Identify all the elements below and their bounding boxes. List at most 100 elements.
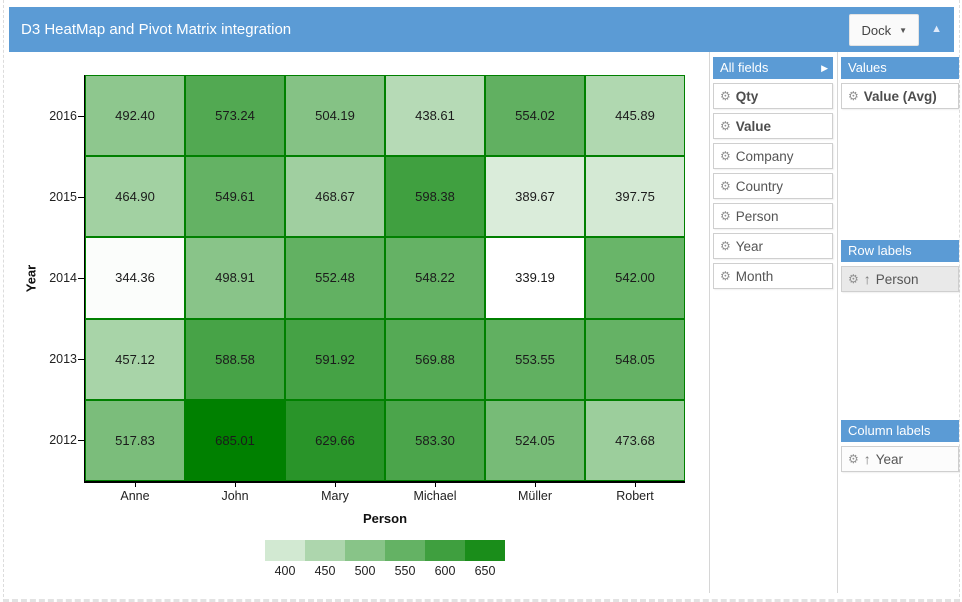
heatmap-cell[interactable]: 517.83: [85, 399, 185, 481]
field-item-label: Qty: [735, 88, 759, 104]
field-item[interactable]: ⚙ Person: [713, 203, 833, 229]
heatmap-cell[interactable]: 548.05: [585, 318, 685, 400]
pivot-config-panel: Values ⚙ Value (Avg) Row labels ⚙ ↑ Person …: [841, 57, 959, 593]
x-tick: [335, 481, 336, 487]
heatmap-cell[interactable]: 339.19: [485, 237, 585, 319]
gear-icon[interactable]: ⚙: [848, 272, 859, 286]
page-title: D3 HeatMap and Pivot Matrix integration: [21, 21, 292, 38]
field-item[interactable]: ⚙ Company: [713, 143, 833, 169]
heatmap-cell[interactable]: 553.55: [485, 318, 585, 400]
expand-right-icon: ▶: [821, 63, 828, 73]
heatmap-cell[interactable]: 445.89: [585, 75, 685, 157]
x-axis-line: [83, 481, 685, 483]
heatmap-cell[interactable]: 344.36: [85, 237, 185, 319]
x-tick-label: Michael: [413, 489, 457, 503]
toolbar: D3 HeatMap and Pivot Matrix integration …: [9, 7, 954, 52]
field-item-label: Month: [735, 268, 774, 284]
heatmap-cell[interactable]: 492.40: [85, 75, 185, 157]
gear-icon[interactable]: ⚙: [848, 89, 859, 103]
heatmap-cell[interactable]: 524.05: [485, 399, 585, 481]
heatmap-cell[interactable]: 549.61: [185, 156, 285, 238]
x-tick: [635, 481, 636, 487]
heatmap-cell[interactable]: 457.12: [85, 318, 185, 400]
column-labels-title: Column labels: [848, 423, 931, 438]
values-title: Values: [848, 60, 887, 75]
gear-icon[interactable]: ⚙: [720, 269, 731, 283]
field-item-label: Year: [735, 238, 764, 254]
pivot-widget: D3 HeatMap and Pivot Matrix integration …: [3, 0, 960, 602]
heatmap-cell[interactable]: 569.88: [385, 318, 485, 400]
column-labels-section: Column labels ⚙ ↑ Year: [841, 420, 959, 472]
values-section: Values ⚙ Value (Avg): [841, 57, 959, 109]
heatmap-cell[interactable]: 554.02: [485, 75, 585, 157]
heatmap-cell[interactable]: 397.75: [585, 156, 685, 238]
legend-tick-label: 400: [274, 564, 296, 578]
values-header: Values: [841, 57, 959, 79]
field-item-label: Country: [735, 178, 784, 194]
legend-tick-label: 650: [474, 564, 496, 578]
row-label-item-label: Person: [875, 271, 919, 287]
heatmap-cell[interactable]: 598.38: [385, 156, 485, 238]
heatmap-cell[interactable]: 389.67: [485, 156, 585, 238]
y-tick-label: 2013: [49, 352, 77, 367]
all-fields-header[interactable]: All fields ▶: [713, 57, 833, 79]
field-item[interactable]: ⚙ Country: [713, 173, 833, 199]
heatmap-cell[interactable]: 685.01: [185, 399, 285, 481]
y-tick: [78, 278, 84, 279]
heatmap-cell[interactable]: 588.58: [185, 318, 285, 400]
legend-tick-label: 450: [314, 564, 336, 578]
sort-asc-icon[interactable]: ↑: [863, 271, 871, 287]
heatmap-cell[interactable]: 629.66: [285, 399, 385, 481]
divider: [837, 52, 838, 593]
gear-icon[interactable]: ⚙: [720, 149, 731, 163]
x-tick: [235, 481, 236, 487]
field-item[interactable]: ⚙ Month: [713, 263, 833, 289]
field-item[interactable]: ⚙ Value: [713, 113, 833, 139]
heatmap-cell[interactable]: 552.48: [285, 237, 385, 319]
x-tick: [135, 481, 136, 487]
legend-tick-label: 500: [354, 564, 376, 578]
field-item[interactable]: ⚙ Year: [713, 233, 833, 259]
y-tick: [78, 115, 84, 117]
heatmap-cell[interactable]: 504.19: [285, 75, 385, 157]
sort-asc-icon[interactable]: ↑: [863, 451, 871, 467]
field-item[interactable]: ⚙ Qty: [713, 83, 833, 109]
x-tick: [435, 481, 436, 487]
collapse-panel-icon[interactable]: ▲: [931, 23, 942, 35]
dock-button[interactable]: Dock ▼: [849, 14, 919, 46]
x-axis-title: Person: [362, 511, 408, 526]
heatmap-cell[interactable]: 468.67: [285, 156, 385, 238]
gear-icon[interactable]: ⚙: [720, 89, 731, 103]
legend-tick-label: 600: [434, 564, 456, 578]
heatmap-cell[interactable]: 548.22: [385, 237, 485, 319]
heatmap-cell[interactable]: 591.92: [285, 318, 385, 400]
column-labels-header: Column labels: [841, 420, 959, 442]
column-label-item[interactable]: ⚙ ↑ Year: [841, 446, 959, 472]
gear-icon[interactable]: ⚙: [720, 119, 731, 133]
chevron-down-icon: ▼: [899, 25, 907, 35]
gear-icon[interactable]: ⚙: [720, 239, 731, 253]
x-tick-label: Robert: [616, 489, 654, 503]
heatmap-cell[interactable]: 438.61: [385, 75, 485, 157]
legend-swatch: [465, 540, 505, 561]
values-item[interactable]: ⚙ Value (Avg): [841, 83, 959, 109]
heatmap-cell[interactable]: 542.00: [585, 237, 685, 319]
gear-icon[interactable]: ⚙: [848, 452, 859, 466]
heatmap-cell[interactable]: 583.30: [385, 399, 485, 481]
y-tick: [78, 196, 84, 198]
gear-icon[interactable]: ⚙: [720, 179, 731, 193]
row-label-item[interactable]: ⚙ ↑ Person: [841, 266, 959, 292]
y-tick: [78, 359, 84, 361]
heatmap-cell[interactable]: 464.90: [85, 156, 185, 238]
heatmap: Year Person 492.40 573.24 504.19 438.61 554.…: [8, 52, 712, 593]
x-tick-label: John: [221, 489, 249, 503]
gear-icon[interactable]: ⚙: [720, 209, 731, 223]
x-tick-label: Anne: [120, 489, 150, 503]
heatmap-cell[interactable]: 573.24: [185, 75, 285, 157]
y-axis-line: [83, 75, 85, 482]
dock-button-label: Dock: [861, 22, 892, 38]
legend-swatch: [265, 540, 305, 561]
heatmap-cell[interactable]: 498.91: [185, 237, 285, 319]
heatmap-cell[interactable]: 473.68: [585, 399, 685, 481]
x-tick-label: Müller: [517, 489, 553, 503]
